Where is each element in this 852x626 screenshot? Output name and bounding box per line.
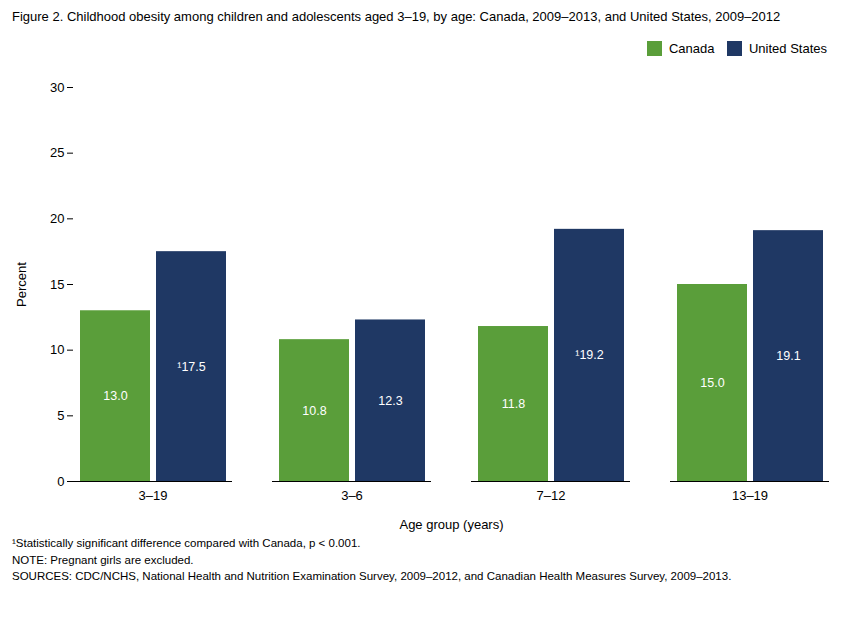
svg-text:19.1: 19.1 bbox=[776, 349, 800, 363]
svg-text:10: 10 bbox=[50, 342, 64, 357]
svg-text:3–6: 3–6 bbox=[341, 488, 363, 503]
svg-text:13.0: 13.0 bbox=[103, 389, 127, 403]
svg-text:25: 25 bbox=[50, 145, 64, 160]
svg-text:15.0: 15.0 bbox=[700, 376, 724, 390]
svg-text:¹19.2: ¹19.2 bbox=[575, 348, 604, 362]
svg-text:Age group (years): Age group (years) bbox=[399, 517, 503, 532]
svg-text:Percent: Percent bbox=[14, 262, 29, 307]
html-text:¹Statistically significant dif: ¹Statistically significant difference co… bbox=[12, 537, 361, 549]
svg-text:5: 5 bbox=[57, 408, 64, 423]
svg-text:3–19: 3–19 bbox=[139, 488, 168, 503]
svg-text:¹17.5: ¹17.5 bbox=[177, 360, 206, 374]
svg-text:13–19: 13–19 bbox=[732, 488, 768, 503]
svg-text:10.8: 10.8 bbox=[302, 404, 326, 418]
svg-text:7–12: 7–12 bbox=[537, 488, 566, 503]
svg-text:0: 0 bbox=[57, 474, 64, 489]
svg-text:12.3: 12.3 bbox=[378, 394, 402, 408]
svg-text:11.8: 11.8 bbox=[502, 397, 525, 411]
svg-text:15: 15 bbox=[50, 277, 64, 292]
svg-text:30: 30 bbox=[50, 80, 64, 95]
svg-text:20: 20 bbox=[50, 211, 64, 226]
html-text:NOTE: Pregnant girls are exclu: NOTE: Pregnant girls are excluded. bbox=[12, 553, 194, 566]
html-text:United States: United States bbox=[749, 40, 827, 56]
html-text:Canada: Canada bbox=[668, 40, 715, 56]
html-text:Figure 2. Childhood obesity am: Figure 2. Childhood obesity among childr… bbox=[12, 9, 781, 24]
html-text:SOURCES: CDC/NCHS, National He: SOURCES: CDC/NCHS, National Health and N… bbox=[12, 570, 732, 583]
